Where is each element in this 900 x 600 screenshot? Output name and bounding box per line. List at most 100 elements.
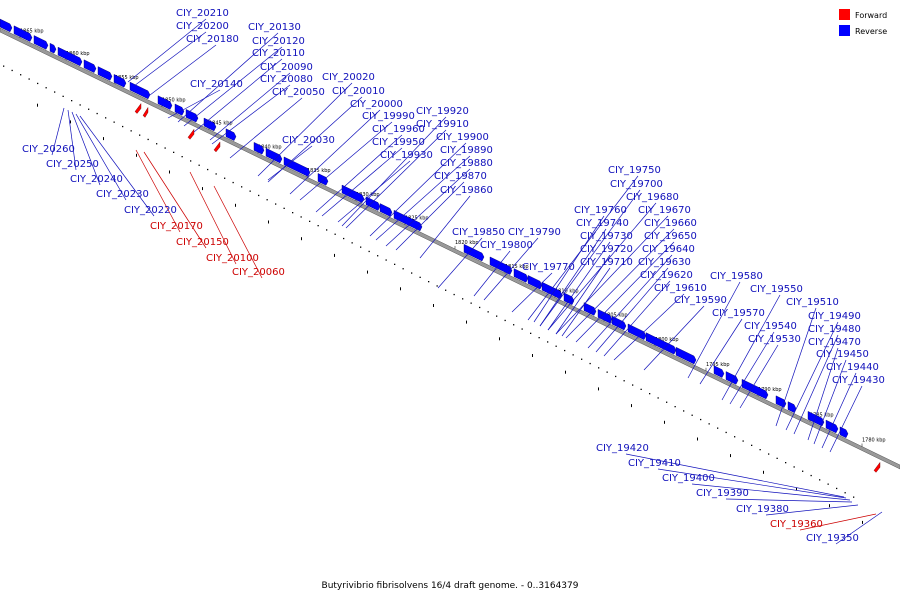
gene-label-ciy-20240: CIY_20240: [70, 174, 123, 185]
gene-label-ciy-19730: CIY_19730: [580, 231, 633, 242]
gene-label-ciy-20120: CIY_20120: [252, 36, 305, 47]
tick-label: 1785 kbp: [810, 412, 834, 418]
gene-label-ciy-20030: CIY_20030: [282, 135, 335, 146]
gene-label-ciy-19530: CIY_19530: [748, 334, 801, 345]
gene-label-ciy-20050: CIY_20050: [272, 87, 325, 98]
gene-label-ciy-19930: CIY_19930: [380, 150, 433, 161]
gene-label-ciy-19910: CIY_19910: [416, 119, 469, 130]
gene-label-ciy-19760: CIY_19760: [574, 205, 627, 216]
gene-label-ciy-20200: CIY_20200: [176, 21, 229, 32]
gene-label-ciy-19590: CIY_19590: [674, 295, 727, 306]
reverse-gene: [725, 371, 739, 385]
gene-label-ciy-19890: CIY_19890: [440, 145, 493, 156]
genome-caption: Butyrivibrio fibrisolvens 16/4 draft gen…: [322, 581, 579, 591]
reverse-gene: [253, 142, 265, 155]
reverse-gene: [265, 147, 283, 164]
tick-label: 1840 kbp: [258, 144, 282, 150]
tick-label: 1780 kbp: [862, 438, 886, 444]
gene-label-ciy-20090: CIY_20090: [260, 62, 313, 73]
reverse-gene: [393, 209, 423, 232]
reverse-gene: [97, 66, 113, 81]
reverse-gene: [174, 103, 185, 116]
gene-label-ciy-20180: CIY_20180: [186, 34, 239, 45]
forward-gene: [873, 461, 881, 473]
gene-label-ciy-19740: CIY_19740: [576, 218, 629, 229]
tick-label: 1855 kbp: [115, 75, 139, 81]
legend-forward-swatch: [839, 9, 850, 20]
gene-label-ciy-20140: CIY_20140: [190, 79, 243, 90]
tick-label: 1795 kbp: [706, 362, 730, 368]
gene-label-ciy-19450: CIY_19450: [816, 349, 869, 360]
legend: Forward Reverse: [839, 9, 887, 36]
reverse-gene: [597, 309, 613, 324]
gene-label-ciy-20010: CIY_20010: [332, 86, 385, 97]
gene-label-ciy-19480: CIY_19480: [808, 324, 861, 335]
reverse-gene: [13, 25, 33, 42]
gene-label-ciy-19770: CIY_19770: [522, 262, 575, 273]
genome-backbone: [0, 27, 900, 470]
label-leaders: [51, 18, 883, 545]
tick-label: 1805 kbp: [604, 312, 628, 318]
gene-label-ciy-19660: CIY_19660: [644, 218, 697, 229]
gene-label-ciy-19630: CIY_19630: [638, 257, 691, 268]
gene-label-ciy-19710: CIY_19710: [580, 257, 633, 268]
tick-label: 1830 kbp: [356, 192, 380, 198]
tick-label: 1810 kbp: [555, 288, 579, 294]
gene-label-ciy-20110: CIY_20110: [252, 48, 305, 59]
gene-label-ciy-19650: CIY_19650: [644, 231, 697, 242]
reverse-gene: [463, 243, 485, 262]
reverse-gene: [627, 323, 647, 340]
gene-label-ciy-19900: CIY_19900: [436, 132, 489, 143]
gene-label-ciy-19620: CIY_19620: [640, 270, 693, 281]
reverse-gene: [379, 203, 393, 217]
gene-label-ciy-19510: CIY_19510: [786, 297, 839, 308]
reverse-gene: [513, 268, 529, 283]
gene-label-ciy-19990: CIY_19990: [362, 111, 415, 122]
reverse-gene: [365, 196, 381, 211]
reverse-gene: [675, 346, 697, 365]
gene-label-ciy-20250: CIY_20250: [46, 159, 99, 170]
gene-label-ciy-19410: CIY_19410: [628, 458, 681, 469]
gene-label-ciy-19640: CIY_19640: [642, 244, 695, 255]
legend-reverse-swatch: [839, 25, 850, 36]
gene-label-ciy-19550: CIY_19550: [750, 284, 803, 295]
reverse-gene: [57, 46, 83, 67]
gene-label-ciy-19360: CIY_19360: [770, 519, 823, 530]
gene-label-ciy-19880: CIY_19880: [440, 158, 493, 169]
forward-gene: [142, 106, 149, 118]
gene-label-ciy-20060: CIY_20060: [232, 267, 285, 278]
tick-label: 1845 kbp: [209, 120, 233, 126]
tick-label: 1865 kbp: [20, 29, 44, 35]
gene-label-ciy-20100: CIY_20100: [206, 253, 259, 264]
reverse-gene: [129, 81, 151, 100]
reverse-gene: [645, 332, 677, 355]
reverse-gene: [611, 315, 627, 331]
reverse-gene: [489, 256, 513, 275]
reverse-gene: [83, 59, 97, 73]
forward-gene: [213, 141, 221, 153]
reverse-gene: [807, 411, 825, 427]
tick-label: 1800 kbp: [655, 337, 679, 343]
gene-label-ciy-20020: CIY_20020: [322, 72, 375, 83]
reverse-gene: [0, 18, 13, 33]
reverse-gene: [839, 426, 849, 439]
gene-label-ciy-19610: CIY_19610: [654, 283, 707, 294]
reverse-gene: [157, 95, 173, 110]
gene-label-ciy-19420: CIY_19420: [596, 443, 649, 454]
gene-label-ciy-20230: CIY_20230: [96, 189, 149, 200]
gene-label-ciy-20000: CIY_20000: [350, 99, 403, 110]
gene-label-ciy-20260: CIY_20260: [22, 144, 75, 155]
gene-label-ciy-19430: CIY_19430: [832, 375, 885, 386]
gene-label-ciy-19870: CIY_19870: [434, 171, 487, 182]
gene-label-ciy-19700: CIY_19700: [610, 179, 663, 190]
gene-label-ciy-19920: CIY_19920: [416, 106, 469, 117]
gene-label-ciy-19680: CIY_19680: [626, 192, 679, 203]
forward-gene: [187, 128, 195, 140]
gene-label-ciy-19960: CIY_19960: [372, 124, 425, 135]
gene-label-ciy-19750: CIY_19750: [608, 165, 661, 176]
gene-label-ciy-20150: CIY_20150: [176, 237, 229, 248]
gene-label-ciy-19490: CIY_19490: [808, 311, 861, 322]
reverse-gene: [787, 401, 797, 413]
gene-labels: CIY_20210 CIY_20200 CIY_20180 CIY_20130 CIY_…: [22, 8, 885, 544]
